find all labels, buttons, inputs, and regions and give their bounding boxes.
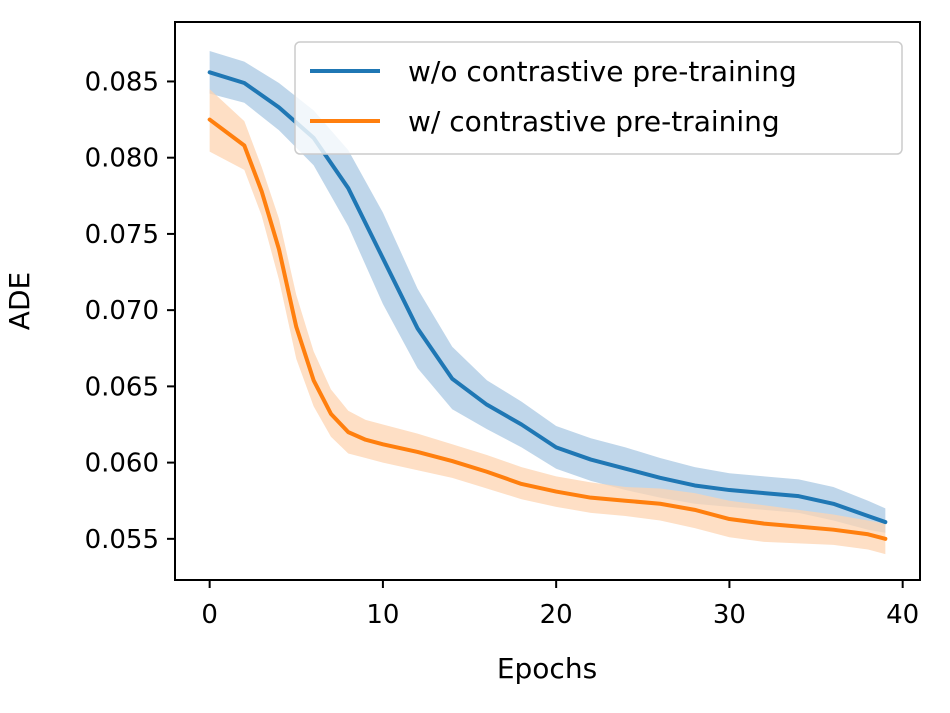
y-axis-label: ADE [3,272,36,330]
series-band-0 [209,50,886,533]
confidence-bands [209,50,886,555]
x-tick-label: 30 [713,600,746,630]
y-axis-ticks: 0.055 0.060 0.065 0.070 0.075 0.080 0.085 [85,67,175,555]
x-axis-label: Epochs [497,652,597,685]
y-tick-label: 0.055 [85,525,159,555]
y-tick-label: 0.065 [85,372,159,402]
x-tick-label: 20 [540,600,573,630]
series-band-1 [209,89,886,555]
y-tick-label: 0.060 [85,449,159,479]
x-tick-label: 40 [886,600,919,630]
y-tick-label: 0.085 [85,67,159,97]
legend-box [294,41,903,155]
x-axis-ticks: 0 10 20 30 40 [201,580,919,630]
x-tick-label: 10 [366,600,399,630]
y-tick-label: 0.070 [85,296,159,326]
plot-frame [174,21,921,581]
legend-label-wo-contrastive: w/o contrastive pre-training [408,55,797,88]
x-tick-label: 0 [201,600,218,630]
series-line-1 [207,117,888,541]
legend: w/o contrastive pre-training w/ contrast… [294,41,903,155]
y-tick-label: 0.080 [85,144,159,174]
y-tick-label: 0.075 [85,220,159,250]
legend-label-w-contrastive: w/ contrastive pre-training [408,105,780,138]
